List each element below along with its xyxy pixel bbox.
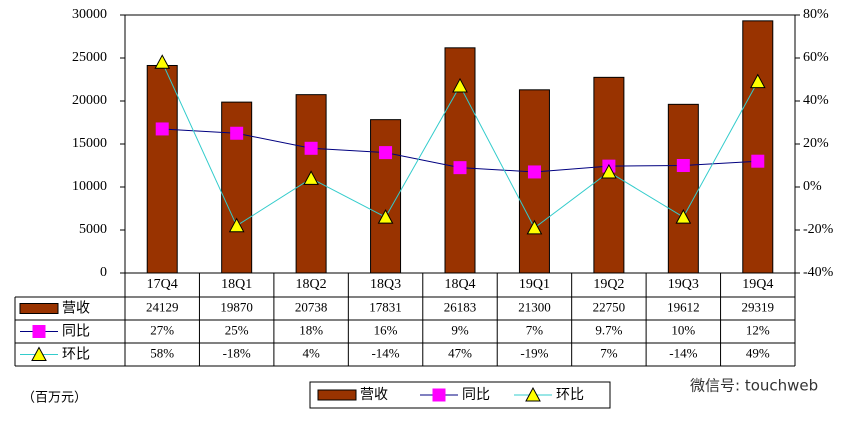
y2-tick-label: 60% bbox=[803, 50, 829, 65]
table-marker bbox=[31, 346, 47, 361]
marker bbox=[377, 209, 394, 224]
bar bbox=[444, 47, 476, 274]
marker bbox=[155, 122, 169, 136]
table-value: 9% bbox=[451, 322, 469, 337]
marker bbox=[526, 219, 543, 235]
legend-marker bbox=[432, 388, 446, 402]
y2-tick-label: -40% bbox=[803, 265, 834, 280]
y-tick-label: 0 bbox=[100, 265, 107, 280]
legend-label: 同比 bbox=[462, 387, 490, 403]
table-value: 27% bbox=[150, 322, 174, 337]
y-tick-label: 15000 bbox=[72, 136, 107, 151]
table-marker bbox=[32, 325, 46, 338]
table-value: 10% bbox=[671, 322, 695, 337]
table-value: 22750 bbox=[593, 299, 626, 314]
table-value: -14% bbox=[669, 345, 697, 360]
table-value: 58% bbox=[150, 345, 174, 360]
table-value: 4% bbox=[302, 345, 320, 360]
marker bbox=[675, 209, 692, 224]
x-tick-label: 17Q4 bbox=[147, 277, 178, 292]
y-tick-label: 25000 bbox=[72, 50, 107, 65]
table-value: 47% bbox=[448, 345, 472, 360]
table-value: -19% bbox=[520, 345, 548, 360]
table-series-name: 环比 bbox=[62, 347, 90, 363]
x-tick-label: 18Q1 bbox=[221, 277, 252, 292]
table-value: 16% bbox=[374, 322, 398, 337]
marker bbox=[154, 54, 171, 69]
table-value: 25% bbox=[225, 322, 249, 337]
table-value: -14% bbox=[371, 345, 399, 360]
marker bbox=[452, 77, 468, 93]
bar bbox=[146, 64, 178, 274]
marker bbox=[751, 154, 765, 168]
y2-tick-label: 20% bbox=[803, 136, 829, 151]
table-value: -18% bbox=[223, 345, 251, 360]
legend-box bbox=[309, 381, 611, 409]
x-tick-label: 19Q4 bbox=[742, 277, 773, 292]
table-value: 12% bbox=[746, 322, 770, 337]
x-tick-label: 18Q4 bbox=[444, 277, 475, 292]
table-value: 7% bbox=[526, 322, 544, 337]
table-value: 18% bbox=[299, 322, 323, 337]
y2-tick-label: 0% bbox=[803, 179, 822, 194]
y-tick-label: 30000 bbox=[72, 7, 107, 22]
table-value: 26183 bbox=[444, 299, 477, 314]
x-tick-label: 18Q2 bbox=[296, 277, 327, 292]
legend-marker bbox=[525, 386, 541, 402]
table-value: 7% bbox=[600, 345, 618, 360]
bar bbox=[370, 119, 402, 274]
marker bbox=[303, 170, 319, 185]
marker bbox=[228, 217, 245, 233]
x-tick-label: 19Q2 bbox=[593, 277, 624, 292]
table-value: 9.7% bbox=[595, 322, 622, 337]
bar bbox=[742, 20, 774, 274]
marker bbox=[749, 73, 766, 89]
table-series-name: 营收 bbox=[62, 301, 90, 317]
table-value: 21300 bbox=[518, 299, 551, 314]
legend-swatch bbox=[317, 389, 357, 401]
y2-tick-label: 80% bbox=[803, 7, 829, 22]
y-tick-label: 10000 bbox=[72, 179, 107, 194]
x-tick-label: 19Q3 bbox=[668, 277, 699, 292]
bar bbox=[518, 89, 550, 274]
y2-tick-label: -20% bbox=[803, 222, 834, 237]
marker bbox=[230, 126, 244, 140]
legend-label: 营收 bbox=[360, 387, 388, 403]
x-tick-label: 19Q1 bbox=[519, 277, 550, 292]
bar bbox=[667, 103, 699, 274]
watermark: 微信号: touchweb bbox=[690, 377, 818, 395]
table-series-name: 同比 bbox=[62, 324, 90, 340]
y2-tick-label: 40% bbox=[803, 93, 829, 108]
marker bbox=[601, 163, 617, 179]
table-value: 29319 bbox=[742, 299, 775, 314]
y-tick-label: 20000 bbox=[72, 93, 107, 108]
marker bbox=[304, 141, 318, 155]
marker bbox=[676, 159, 690, 172]
legend-label: 环比 bbox=[556, 387, 584, 403]
table-swatch bbox=[19, 303, 59, 314]
table-value: 17831 bbox=[369, 299, 402, 314]
marker bbox=[453, 161, 467, 175]
unit-note: （百万元） bbox=[22, 391, 87, 406]
x-tick-label: 18Q3 bbox=[370, 277, 401, 292]
table-value: 49% bbox=[746, 345, 770, 360]
marker bbox=[527, 165, 541, 179]
table-value: 19870 bbox=[220, 299, 253, 314]
table-value: 19612 bbox=[667, 299, 700, 314]
y-tick-label: 5000 bbox=[79, 222, 107, 237]
marker bbox=[379, 146, 393, 160]
table-value: 24129 bbox=[146, 299, 179, 314]
table-value: 20738 bbox=[295, 299, 328, 314]
